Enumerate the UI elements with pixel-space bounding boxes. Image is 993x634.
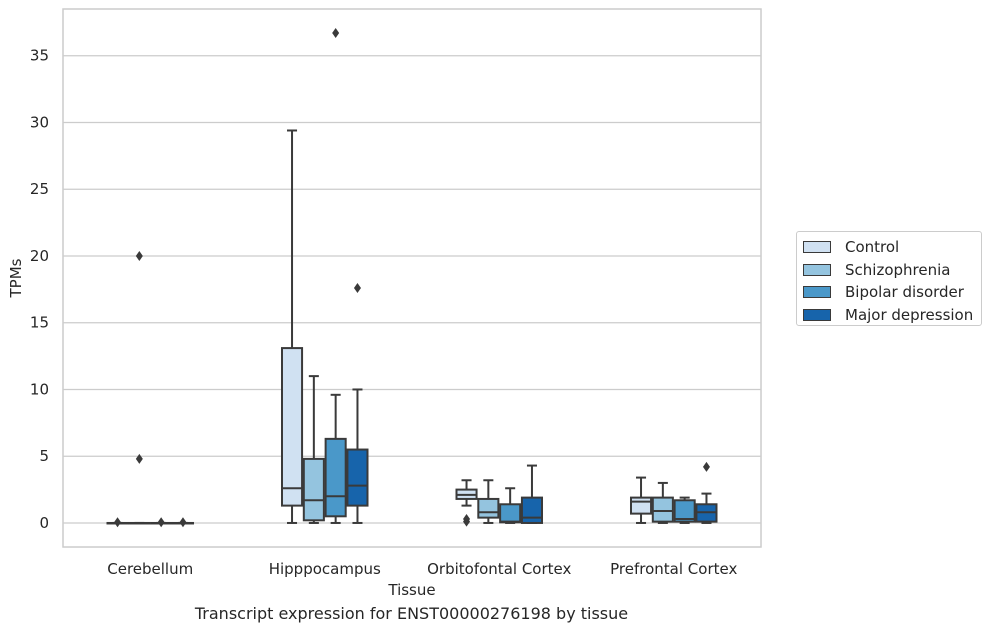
box [499,503,522,524]
plot-frame [62,8,762,548]
y-tick-labels: 0 5 10 15 20 25 30 35 [30,47,49,532]
legend-swatch [803,286,831,299]
legend: Control Schizophrenia Bipolar disorder M… [796,231,982,326]
outlier-point [135,250,143,261]
box [477,497,500,519]
legend-item-control: Control [803,236,981,259]
box-1-2 [477,479,500,524]
outlier-point [179,517,187,528]
box-0-0 [106,517,129,528]
box-0-2 [455,479,478,527]
x-tick-label: Hipppocampus [269,560,381,578]
outlier-point [332,28,340,39]
box-3-1 [346,283,369,524]
box-0-3 [629,476,653,524]
box [302,457,325,522]
legend-label: Major depression [845,305,974,324]
box-3-2 [520,464,544,524]
box-2-0 [150,517,173,528]
outlier-point [353,283,361,294]
box [324,437,347,518]
y-tick-label: 15 [30,314,49,332]
box [629,496,653,515]
gridlines [63,55,761,524]
box-0-1 [280,129,304,524]
outlier-point [157,517,165,528]
box-1-1 [302,375,325,524]
y-axis-label: TPMs [7,258,25,298]
y-tick-label: 0 [39,514,49,532]
chart-title: Transcript expression for ENST0000027619… [194,604,629,623]
y-tick-label: 5 [39,447,49,465]
legend-swatch [803,263,831,276]
outlier-point [463,513,471,524]
legend-item-bipolar-disorder: Bipolar disorder [803,281,981,304]
box-1-0 [128,250,151,525]
box [280,347,304,507]
y-tick-label: 35 [30,47,49,65]
box-2-3 [673,496,696,524]
y-tick-label: 30 [30,113,49,131]
y-tick-label: 20 [30,247,49,265]
box [520,496,544,524]
legend-swatch [803,308,831,321]
x-tick-labels: Cerebellum Hipppocampus Orbitofontal Corte… [107,560,737,578]
legend-label: Control [845,238,900,257]
box-1-3 [651,481,674,524]
box-2-2 [499,487,522,524]
legend-label: Bipolar disorder [845,283,964,302]
outlier-point [114,517,122,528]
box [673,499,696,523]
y-tick-label: 25 [30,180,49,198]
x-axis-label: Tissue [387,581,435,599]
x-tick-label: Prefrontal Cortex [610,560,737,578]
box [651,496,674,523]
box-plot-marks [106,28,718,528]
box-3-3 [695,461,718,524]
y-tick-label: 10 [30,380,49,398]
x-tick-label: Orbitofontal Cortex [427,560,571,578]
outlier-point [702,461,710,472]
x-tick-label: Cerebellum [107,560,193,578]
legend-item-schizophrenia: Schizophrenia [803,259,981,282]
legend-label: Schizophrenia [845,260,951,279]
box-2-1 [324,28,347,524]
legend-item-major-depression: Major depression [803,304,981,327]
box-3-0 [171,517,195,528]
legend-swatch [803,241,831,254]
box [346,448,369,507]
outlier-point [135,453,143,464]
